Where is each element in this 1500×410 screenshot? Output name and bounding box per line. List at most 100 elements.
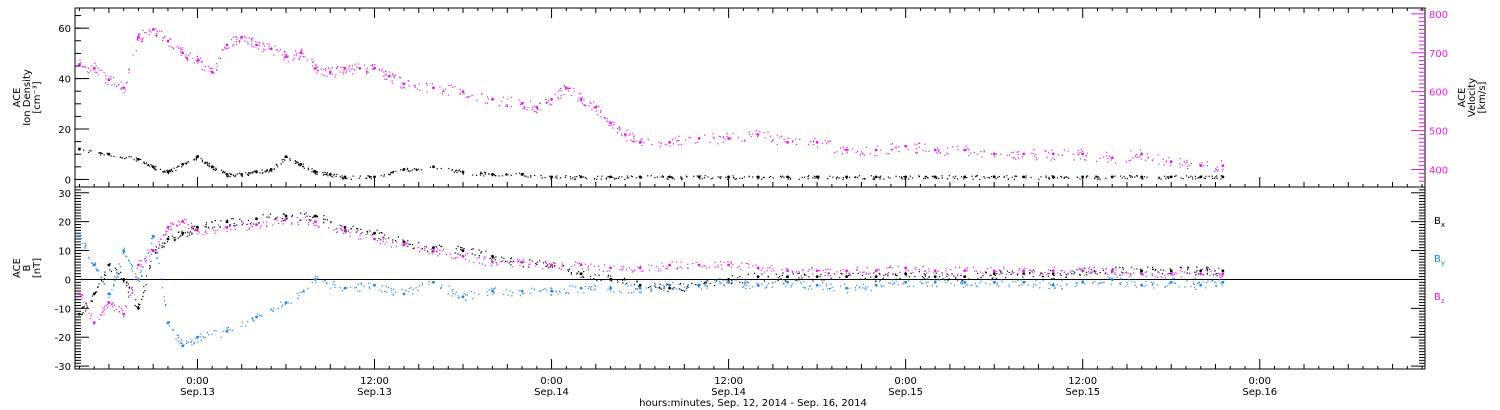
bottom-blue-series-texture-dot <box>825 283 827 285</box>
bottom-magenta-series-texture-dot <box>158 241 160 243</box>
bottom-black-series-texture-dot <box>812 280 814 282</box>
bottom-blue-series-texture-dot <box>88 256 90 258</box>
bottom-blue-series-texture-dot <box>252 317 254 320</box>
top-magenta-series-texture-dot <box>678 135 680 137</box>
top-magenta-series-texture-dot <box>965 145 967 147</box>
bottom-black-series-texture-dot <box>873 272 875 274</box>
bottom-magenta-series-texture-dot <box>995 271 997 273</box>
bottom-magenta-series-texture-dot <box>80 295 82 297</box>
top-magenta-series-texture-dot <box>551 104 553 106</box>
bottom-blue-series-texture-dot <box>766 285 768 287</box>
top-magenta-series-texture-dot <box>79 59 81 61</box>
top-magenta-series-texture-dot <box>200 57 202 59</box>
bottom-magenta-series-texture-dot <box>108 305 110 307</box>
bottom-blue-series-texture-dot <box>349 286 351 288</box>
bottom-blue-series-texture-dot <box>329 287 332 289</box>
bottom-magenta-series-texture-dot <box>924 270 927 272</box>
bottom-black-series-texture-dot <box>833 273 836 275</box>
top-magenta-series-texture-dot <box>807 143 809 145</box>
top-magenta-series-texture-dot <box>641 144 643 147</box>
bottom-black-series-texture-dot <box>378 232 380 234</box>
bottom-blue-series-point <box>697 283 701 287</box>
top-magenta-series-texture-dot <box>383 75 385 77</box>
top-magenta-series-texture-dot <box>813 140 815 142</box>
bottom-blue-series-texture-dot <box>888 282 890 284</box>
bottom-blue-series-texture-dot <box>980 278 982 280</box>
bottom-blue-series-texture-dot <box>226 327 228 329</box>
bottom-magenta-series-texture-dot <box>720 264 722 266</box>
top-magenta-series-texture-dot <box>1140 158 1142 160</box>
bottom-magenta-series-texture-dot <box>915 269 917 271</box>
bottom-blue-series-texture-dot <box>1109 277 1111 279</box>
bottom-black-series-texture-dot <box>438 244 440 246</box>
top-magenta-series-texture-dot <box>1077 149 1079 152</box>
top-black-series-texture-dot <box>790 178 792 180</box>
top-black-series-texture-dot <box>389 173 391 175</box>
bottom-blue-series-texture-dot <box>942 278 944 280</box>
top-magenta-series-texture-dot <box>501 101 503 103</box>
top-black-series-texture-dot <box>185 163 187 165</box>
bottom-blue-series-texture-dot <box>663 290 665 292</box>
bottom-blue-series-texture-dot <box>193 341 195 343</box>
top-black-series-texture-dot <box>862 178 864 180</box>
top-black-series-texture-dot <box>772 177 774 179</box>
bottom-magenta-series-texture-dot <box>376 240 378 242</box>
bottom-blue-series-texture-dot <box>463 293 465 295</box>
bottom-black-series-texture-dot <box>596 280 598 282</box>
bottom-black-series-texture-dot <box>905 275 907 277</box>
top-magenta-series-texture-dot <box>834 151 836 154</box>
bottom-black-series-texture-dot <box>220 220 222 222</box>
bottom-magenta-series-texture-dot <box>1003 266 1005 268</box>
top-magenta-series-point <box>756 133 760 136</box>
bottom-black-series-texture-dot <box>553 262 555 264</box>
bottom-magenta-series-texture-dot <box>111 303 113 305</box>
top-magenta-series-texture-dot <box>447 94 449 96</box>
top-black-series-texture-dot <box>1192 178 1194 180</box>
bottom-magenta-series-texture-dot <box>188 227 190 229</box>
bottom-magenta-series-texture-dot <box>798 270 800 273</box>
top-magenta-series-texture-dot <box>618 126 620 128</box>
bottom-black-series-texture-dot <box>440 245 442 247</box>
bottom-magenta-series-texture-dot <box>945 270 947 272</box>
top-magenta-series-texture-dot <box>469 95 471 97</box>
top-black-series-point <box>491 173 494 176</box>
top-magenta-series-texture-dot <box>585 104 587 106</box>
top-black-series-texture-dot <box>407 170 409 172</box>
bottom-magenta-series-texture-dot <box>1091 272 1093 274</box>
bottom-blue-series-texture-dot <box>550 294 552 296</box>
bottom-magenta-series-texture-dot <box>358 238 360 240</box>
bottom-blue-series-texture-dot <box>1127 284 1129 286</box>
bottom-blue-series-texture-dot <box>104 283 106 285</box>
top-black-series-texture-dot <box>302 166 304 168</box>
top-magenta-series-texture-dot <box>244 40 246 42</box>
bottom-black-series-texture-dot <box>481 251 483 253</box>
top-magenta-series-texture-dot <box>892 148 894 151</box>
top-magenta-series-texture-dot <box>262 42 264 44</box>
top-black-series-texture-dot <box>1045 176 1047 179</box>
top-magenta-series-texture-dot <box>161 30 163 33</box>
bottom-magenta-series-texture-dot <box>575 261 577 263</box>
bottom-blue-series-texture-dot <box>583 292 585 294</box>
top-black-series-texture-dot <box>1003 176 1005 178</box>
bottom-black-series-texture-dot <box>1189 272 1191 274</box>
bottom-magenta-series-texture-dot <box>666 266 668 268</box>
top-black-series-texture-dot <box>954 177 956 179</box>
top-magenta-series-texture-dot <box>750 135 752 138</box>
bottom-magenta-series-texture-dot <box>166 231 168 233</box>
top-magenta-series-texture-dot <box>89 70 92 72</box>
bottom-blue-series-texture-dot <box>650 285 652 287</box>
top-magenta-series-texture-dot <box>118 83 120 85</box>
top-magenta-series-texture-dot <box>284 53 286 55</box>
bottom-blue-series-texture-dot <box>761 283 763 285</box>
bottom-blue-series-texture-dot <box>488 289 490 291</box>
bottom-blue-series-texture-dot <box>683 283 685 285</box>
bottom-black-series-texture-dot <box>782 272 784 274</box>
bottom-black-series-texture-dot <box>704 282 706 284</box>
bottom-black-series-texture-dot <box>819 276 821 278</box>
top-magenta-series-texture-dot <box>136 39 138 41</box>
bottom-magenta-series-texture-dot <box>918 268 920 271</box>
bottom-blue-series-texture-dot <box>458 296 460 298</box>
top-black-series-texture-dot <box>406 168 408 170</box>
bottom-magenta-series-texture-dot <box>1018 268 1021 270</box>
bottom-blue-series-texture-dot <box>251 318 253 320</box>
